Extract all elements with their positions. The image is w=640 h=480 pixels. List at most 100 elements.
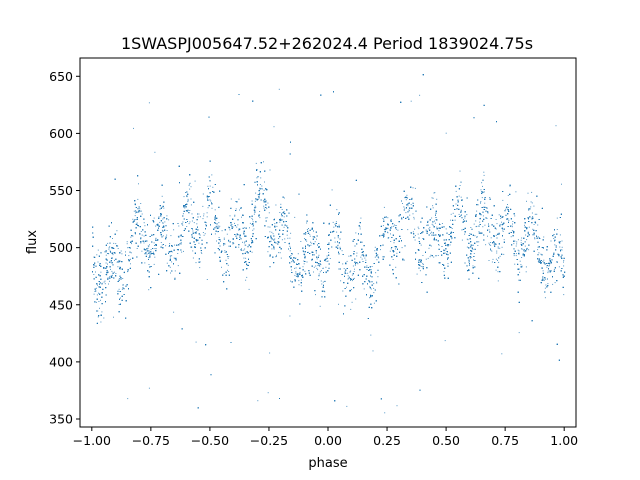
data-point xyxy=(127,247,129,249)
data-point xyxy=(545,284,547,286)
data-point xyxy=(210,200,212,202)
data-point xyxy=(436,226,438,228)
data-point xyxy=(319,265,321,267)
data-point xyxy=(265,217,267,219)
data-point xyxy=(476,214,477,216)
data-point xyxy=(202,205,204,207)
data-point xyxy=(518,332,520,334)
data-point xyxy=(451,238,453,240)
data-point xyxy=(518,279,520,281)
data-point xyxy=(198,213,200,215)
data-point xyxy=(515,253,517,255)
data-point xyxy=(263,199,265,201)
data-point xyxy=(559,234,561,236)
data-point xyxy=(147,247,149,249)
data-point xyxy=(514,215,516,217)
data-point xyxy=(294,216,296,218)
data-point xyxy=(523,250,525,252)
data-point xyxy=(459,170,461,172)
data-point xyxy=(174,258,176,260)
data-point xyxy=(104,280,106,282)
data-point xyxy=(356,255,358,257)
data-point xyxy=(314,237,316,239)
data-point xyxy=(503,253,505,255)
data-point xyxy=(317,269,319,271)
data-point xyxy=(271,231,273,233)
data-point xyxy=(148,257,150,259)
data-point xyxy=(481,182,483,184)
data-point xyxy=(275,255,277,257)
data-point xyxy=(482,206,484,208)
data-point xyxy=(412,202,414,204)
data-point xyxy=(274,223,276,225)
data-point xyxy=(478,231,480,233)
data-point xyxy=(382,233,384,235)
data-point xyxy=(371,266,373,267)
data-point xyxy=(274,238,276,240)
data-point xyxy=(510,236,512,238)
data-point xyxy=(280,203,282,205)
data-point xyxy=(186,196,188,198)
data-point xyxy=(259,217,261,219)
data-point xyxy=(483,171,485,173)
data-point xyxy=(383,228,385,230)
data-point xyxy=(130,236,132,238)
data-point xyxy=(174,270,176,272)
data-point xyxy=(243,231,245,233)
data-point xyxy=(480,201,482,203)
data-point xyxy=(114,259,115,261)
data-point xyxy=(554,282,556,284)
data-point xyxy=(259,211,261,212)
data-point xyxy=(227,257,229,259)
data-point xyxy=(97,316,99,318)
data-point xyxy=(148,387,150,389)
data-point xyxy=(366,266,368,268)
data-point xyxy=(331,246,333,248)
data-point xyxy=(476,236,478,237)
data-point xyxy=(238,229,240,231)
data-point xyxy=(252,225,254,227)
data-point xyxy=(406,194,408,196)
data-point xyxy=(290,255,292,256)
data-point xyxy=(95,287,97,289)
data-point xyxy=(508,219,510,221)
data-point xyxy=(353,271,355,272)
data-point xyxy=(447,263,449,265)
data-point xyxy=(279,252,281,254)
data-point xyxy=(309,233,311,235)
data-point xyxy=(351,280,353,282)
data-point xyxy=(239,209,240,211)
data-point xyxy=(132,235,134,237)
data-point xyxy=(361,258,363,260)
data-point xyxy=(189,210,191,211)
data-point xyxy=(148,252,150,254)
data-point xyxy=(143,222,145,224)
data-point xyxy=(114,252,116,254)
data-point xyxy=(512,223,513,225)
data-point xyxy=(116,230,118,232)
data-point xyxy=(252,219,254,221)
data-point xyxy=(376,282,378,284)
data-point xyxy=(336,231,338,233)
data-point xyxy=(411,197,413,199)
data-point xyxy=(461,229,463,231)
data-point xyxy=(94,290,96,292)
data-point xyxy=(163,207,165,209)
data-point xyxy=(382,256,384,258)
chart-title: 1SWASPJ005647.52+262024.4 Period 1839024… xyxy=(121,34,533,53)
data-point xyxy=(559,241,561,242)
data-point xyxy=(132,218,134,220)
data-point xyxy=(356,252,358,254)
data-point xyxy=(382,217,384,219)
data-point xyxy=(97,310,99,312)
data-point xyxy=(361,254,363,256)
data-point xyxy=(281,239,283,241)
data-point xyxy=(139,208,141,210)
data-point xyxy=(254,200,256,202)
data-point xyxy=(454,219,456,221)
data-point xyxy=(324,280,326,282)
data-point xyxy=(449,244,451,246)
data-point xyxy=(350,289,352,291)
data-point xyxy=(187,198,189,200)
data-point xyxy=(501,221,502,223)
